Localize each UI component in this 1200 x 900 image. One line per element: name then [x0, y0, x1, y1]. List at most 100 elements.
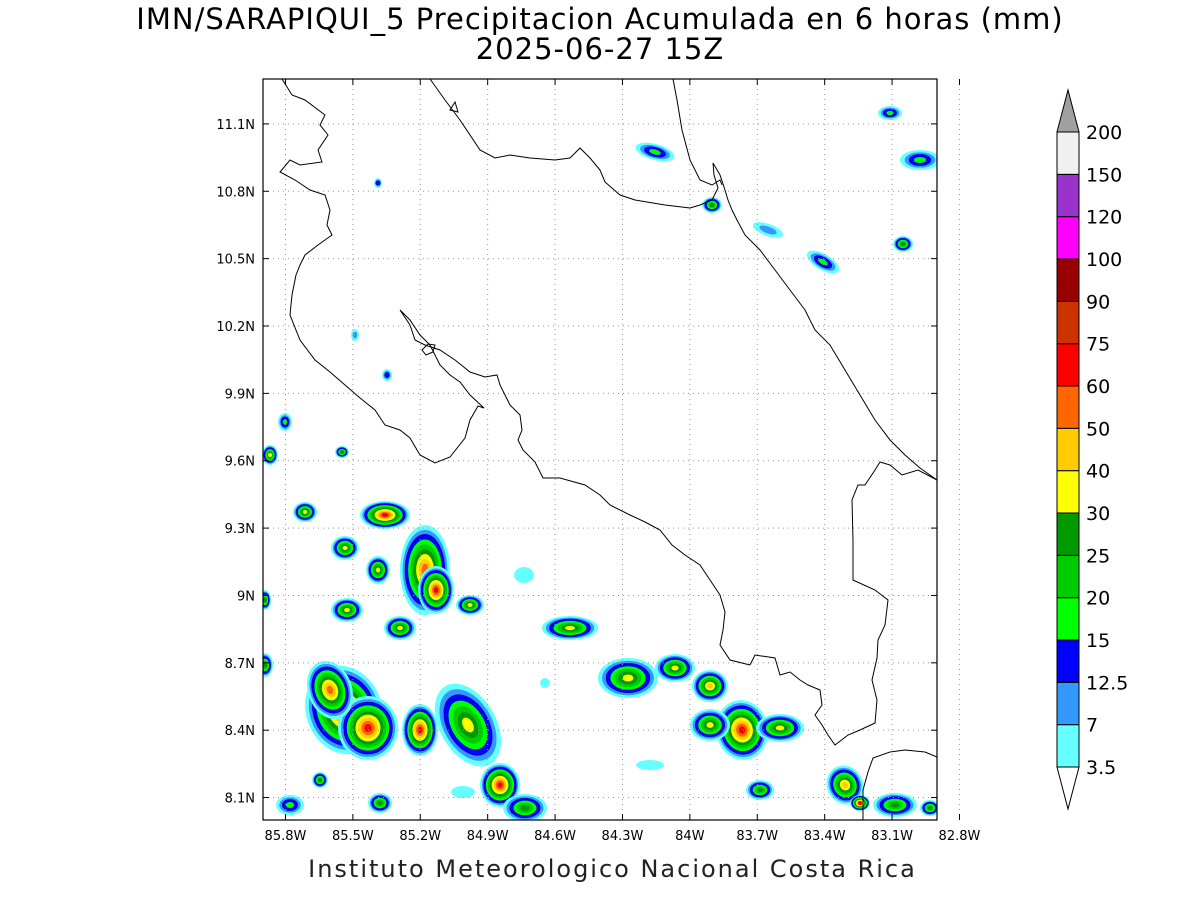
colorbar-swatch [1056, 258, 1080, 302]
lon-tick-label: 84.6W [534, 829, 576, 844]
precip-cell [655, 654, 695, 682]
precip-contour [540, 678, 550, 688]
precip-contour [352, 331, 358, 339]
precip-cell [635, 142, 675, 162]
precip-cell [338, 696, 398, 760]
lat-tick-label: 9N [237, 589, 255, 604]
precip-contour [890, 802, 900, 808]
precip-contour [709, 203, 715, 207]
colorbar-label: 40 [1086, 461, 1110, 483]
precip-contour [375, 180, 381, 186]
lon-tick-label: 85.5W [332, 829, 374, 844]
precip-contour [706, 722, 714, 728]
lat-tick-label: 8.7N [225, 657, 255, 672]
colorbar-swatch [1056, 427, 1080, 472]
precip-cell [366, 556, 390, 584]
precip-contour [397, 625, 403, 631]
precip-cell [263, 445, 278, 465]
lat-tick-label: 11.1N [216, 118, 255, 133]
colorbar-swatch [1056, 681, 1080, 726]
precip-cell [384, 616, 416, 640]
lon-tick-label: 85.2W [399, 829, 441, 844]
footer-credit: Instituto Meteorologico Nacional Costa R… [308, 855, 917, 883]
precip-cell [873, 793, 917, 817]
precip-cell [451, 786, 475, 798]
precip-contour [520, 805, 530, 811]
precip-cell [893, 236, 913, 252]
colorbar-label: 3.5 [1086, 757, 1116, 779]
precip-contour [636, 760, 664, 770]
lat-tick-label: 8.4N [225, 724, 255, 739]
lon-tick-label: 82.8W [939, 829, 981, 844]
lat-tick-label: 10.8N [216, 185, 255, 200]
precip-contour [775, 725, 785, 731]
coastline [279, 79, 937, 820]
precip-cell [480, 763, 520, 807]
precip-cell [293, 502, 317, 522]
precip-cell [456, 595, 484, 615]
precip-cell [278, 413, 292, 431]
precip-contour [340, 450, 344, 454]
colorbar-swatch [1056, 554, 1080, 599]
colorbar-label: 90 [1086, 291, 1110, 313]
colorbar-swatch [1056, 385, 1080, 429]
precip-contour [842, 781, 848, 789]
precip-contour [900, 242, 906, 246]
precip-cell [335, 446, 349, 458]
precip-contour [417, 726, 423, 734]
colorbar-label: 15 [1086, 630, 1110, 652]
precip-cell [360, 501, 410, 529]
precip-cell [540, 678, 550, 688]
precip-contour [649, 149, 661, 155]
colorbar-legend: 3.5 7 12.5 15 20 25 30 40 50 60 75 90 100 120 150 200 [1056, 88, 1128, 811]
precip-cell [418, 566, 454, 614]
colorbar-swatch [1056, 470, 1080, 514]
precip-contour [344, 607, 350, 613]
precip-cell [636, 760, 664, 770]
colorbar-label: 25 [1086, 545, 1110, 567]
lon-tick-label: 84.9W [467, 829, 509, 844]
precip-cell [746, 780, 774, 800]
precip-contour [326, 685, 334, 695]
colorbar-swatch [1056, 724, 1080, 768]
precip-contour [377, 800, 383, 806]
colorbar-over-arrow [1056, 88, 1080, 133]
lat-tick-label: 9.3N [225, 522, 255, 537]
lat-tick-label: 8.1N [225, 792, 255, 807]
colorbar-label: 7 [1086, 715, 1098, 737]
precip-contour [342, 545, 348, 551]
precip-contour [302, 510, 308, 514]
precip-contour [707, 683, 713, 689]
latitude-axis: 11.1N 10.8N 10.5N 10.2N 9.9N 9.6N 9.3N 9N 8.7N 8.… [216, 118, 937, 807]
colorbar-label: 100 [1086, 249, 1122, 271]
colorbar-swatch [1056, 173, 1080, 218]
colorbar-under-arrow [1056, 766, 1080, 811]
precip-cell [900, 150, 937, 170]
colorbar-label: 20 [1086, 588, 1110, 610]
colorbar-label: 50 [1086, 418, 1110, 440]
lon-tick-label: 84W [675, 829, 705, 844]
precip-contour [497, 782, 503, 788]
precip-contour [263, 662, 267, 668]
precip-contour [375, 567, 381, 573]
precip-contour [318, 778, 322, 782]
longitude-axis: 85.8W 85.5W 85.2W 84.9W 84.6W 84.3W 84W 83.7W 83… [265, 79, 981, 844]
precip-contour [467, 603, 473, 607]
map-title: IMN/SARAPIQUI_5 Precipitacion Acumulada … [136, 2, 1064, 36]
precipitation-field [263, 106, 937, 820]
precip-contour [451, 786, 475, 798]
colorbar-swatch [1056, 216, 1080, 260]
colorbar-swatch [1056, 639, 1080, 683]
precip-cell [920, 800, 937, 816]
colorbar-label: 150 [1086, 164, 1122, 186]
precip-cell [331, 536, 359, 560]
precip-cell [878, 106, 902, 120]
precip-cell [826, 765, 864, 805]
precip-contour [285, 801, 295, 809]
lat-tick-label: 9.6N [225, 455, 255, 470]
colorbar-swatch [1056, 131, 1080, 175]
lon-tick-label: 83.1W [871, 829, 913, 844]
lat-tick-label: 10.2N [216, 320, 255, 335]
precip-cell [690, 709, 730, 741]
colorbar-label: 75 [1086, 334, 1110, 356]
